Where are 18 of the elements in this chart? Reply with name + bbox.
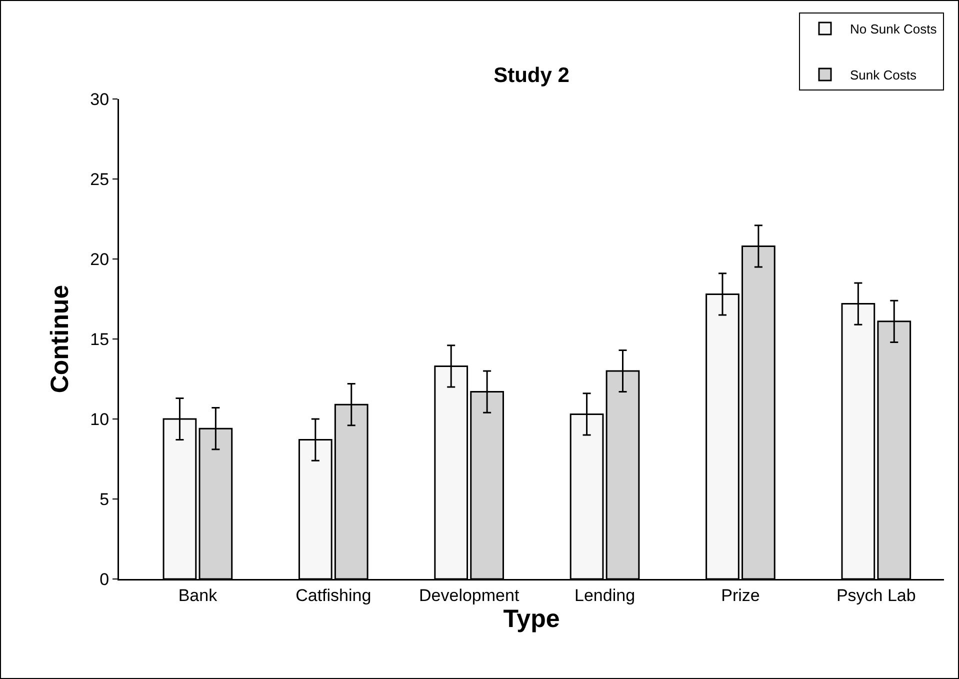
x-axis-title: Type (503, 604, 560, 633)
y-tick-label: 0 (100, 570, 110, 589)
x-tick-label: Psych Lab (836, 586, 916, 605)
y-tick-label: 5 (100, 490, 110, 509)
x-tick-label: Prize (721, 586, 760, 605)
x-tick-label: Lending (574, 586, 636, 605)
legend-label: Sunk Costs (850, 68, 917, 83)
y-tick-label: 25 (90, 170, 110, 189)
legend-label: No Sunk Costs (850, 22, 938, 37)
y-tick-label: 30 (90, 90, 110, 109)
y-tick-label: 15 (90, 330, 110, 349)
y-tick-label: 20 (90, 250, 110, 269)
x-tick-label: Bank (178, 586, 218, 605)
chart-title: Study 2 (494, 64, 570, 88)
x-tick-label: Catfishing (296, 586, 372, 605)
x-tick-label: Development (418, 586, 520, 605)
y-axis-title: Continue (46, 284, 74, 394)
y-tick-label: 10 (90, 410, 110, 429)
